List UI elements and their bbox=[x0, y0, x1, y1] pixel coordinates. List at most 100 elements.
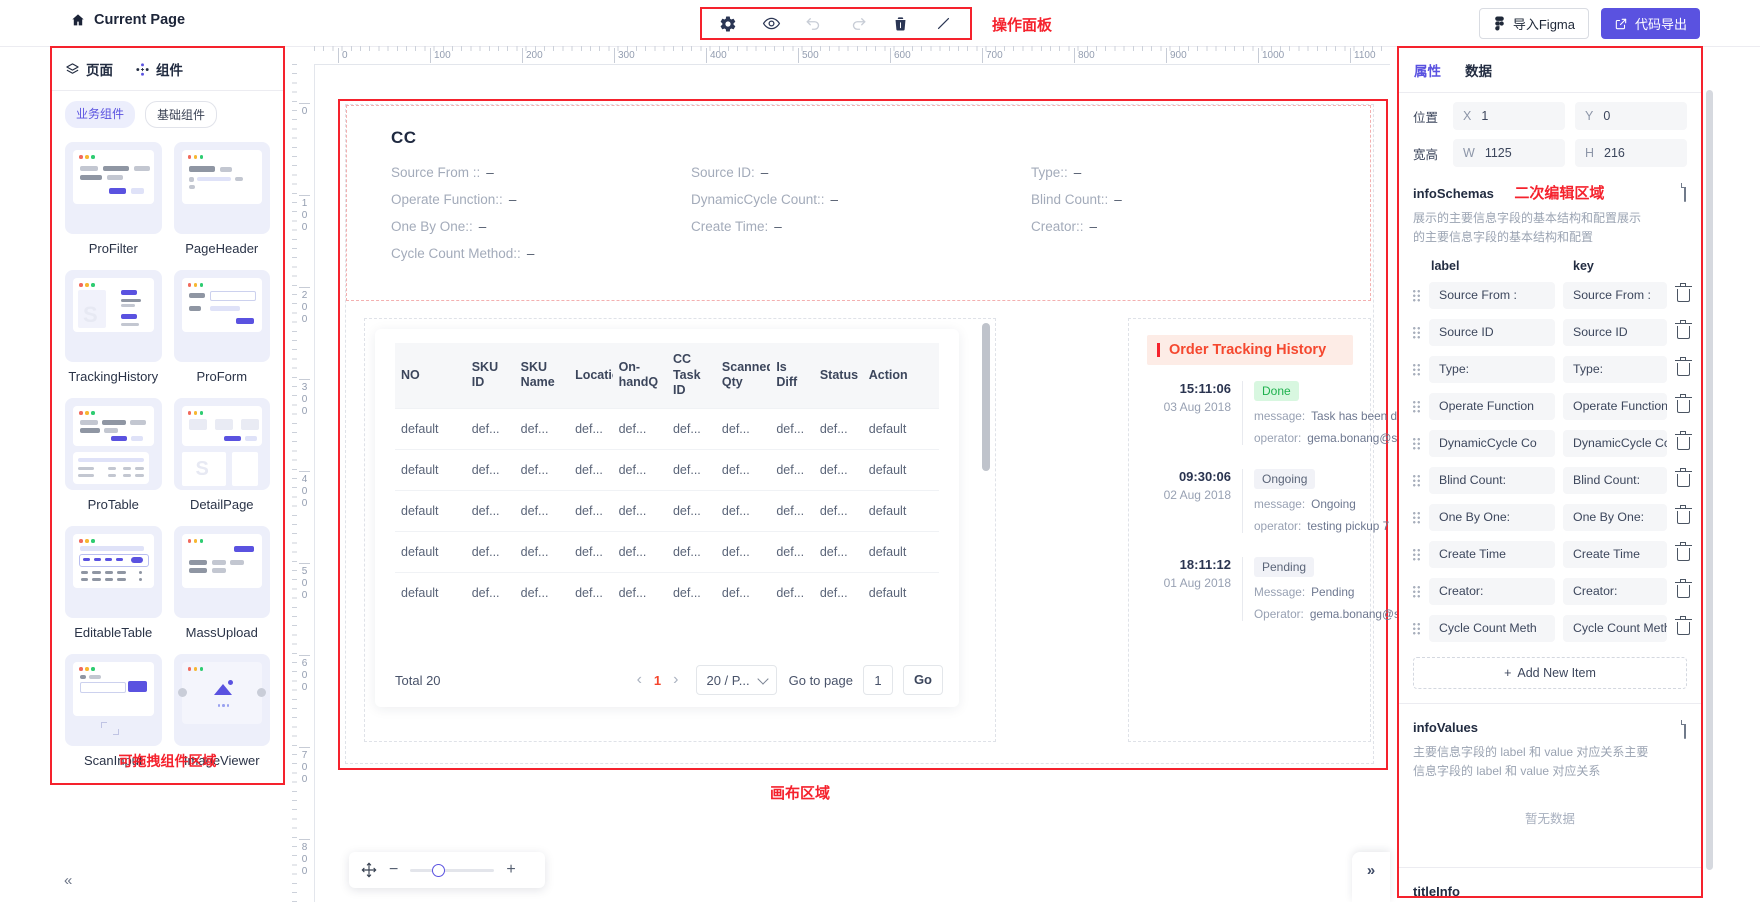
pill-business-components[interactable]: 业务组件 bbox=[65, 101, 136, 128]
delete-row-icon[interactable] bbox=[1674, 541, 1693, 562]
zoom-out-button[interactable]: − bbox=[389, 861, 399, 878]
schema-key-input[interactable]: Source From : bbox=[1563, 282, 1667, 310]
canvas-area[interactable]: CC Source From :: – Operate Function:: – O… bbox=[338, 99, 1458, 770]
height-input[interactable]: H 216 bbox=[1575, 139, 1687, 167]
collapse-sidebar-button[interactable]: « bbox=[64, 872, 73, 889]
expand-panel-button[interactable]: » bbox=[1352, 852, 1390, 902]
page-size-select[interactable]: 20 / P... bbox=[696, 665, 777, 695]
zoom-in-button[interactable]: + bbox=[506, 861, 516, 878]
redo-icon[interactable] bbox=[846, 12, 870, 36]
delete-row-icon[interactable] bbox=[1674, 393, 1693, 414]
schema-label-input[interactable]: One By One: bbox=[1429, 504, 1555, 532]
schema-key-input[interactable]: Operate Function bbox=[1563, 393, 1667, 421]
schema-key-input[interactable]: Create Time bbox=[1563, 541, 1667, 569]
import-figma-button[interactable]: 导入Figma bbox=[1478, 8, 1589, 39]
add-new-item-button[interactable]: + Add New Item bbox=[1413, 657, 1687, 690]
drag-handle-icon[interactable] bbox=[1412, 585, 1421, 599]
delete-row-icon[interactable] bbox=[1674, 615, 1693, 636]
table-scrollbar[interactable] bbox=[982, 323, 990, 471]
table-cell: default bbox=[862, 530, 939, 573]
schema-label-input[interactable]: Source ID bbox=[1429, 319, 1555, 347]
prev-page-button[interactable]: ‹ bbox=[636, 671, 642, 688]
schema-key-input[interactable]: Blind Count: bbox=[1563, 467, 1667, 495]
schema-key-input[interactable]: Type: bbox=[1563, 356, 1667, 384]
next-page-button[interactable]: › bbox=[673, 671, 679, 688]
current-page-number[interactable]: 1 bbox=[653, 672, 662, 688]
schema-label-input[interactable]: Type: bbox=[1429, 356, 1555, 384]
component-card-detailpage[interactable]: S DetailPage bbox=[173, 398, 270, 512]
component-card-massupload[interactable]: MassUpload bbox=[173, 526, 270, 640]
component-card-pageheader[interactable]: PageHeader bbox=[173, 142, 270, 256]
copy-icon[interactable] bbox=[1684, 183, 1686, 202]
schema-label-input[interactable]: Source From : bbox=[1429, 282, 1555, 310]
width-input[interactable]: W 1125 bbox=[1453, 139, 1565, 167]
drag-handle-icon[interactable] bbox=[1412, 363, 1421, 377]
component-card-profilter[interactable]: ProFilter bbox=[65, 142, 162, 256]
component-card-protable[interactable]: ProTable bbox=[65, 398, 162, 512]
component-card-scaninput[interactable]: ScanInput bbox=[65, 654, 162, 768]
vertical-ruler: 0 100 200 300 400 500 600 700 800 bbox=[292, 64, 315, 902]
delete-trash-icon[interactable] bbox=[889, 12, 913, 36]
component-card-trackinghistory[interactable]: S TrackingHistory bbox=[65, 270, 162, 384]
schema-label-input[interactable]: Operate Function bbox=[1429, 393, 1555, 421]
drag-handle-icon[interactable] bbox=[1412, 511, 1421, 525]
home-icon[interactable] bbox=[70, 12, 86, 28]
table-cell: def... bbox=[666, 489, 716, 532]
drag-handle-icon[interactable] bbox=[1412, 548, 1421, 562]
drag-handle-icon[interactable] bbox=[1412, 326, 1421, 340]
zoom-slider[interactable] bbox=[410, 863, 495, 877]
delete-row-icon[interactable] bbox=[1674, 282, 1693, 303]
label-column-header: label bbox=[1431, 259, 1460, 274]
drag-handle-icon[interactable] bbox=[1412, 400, 1421, 414]
table-cell: def... bbox=[666, 448, 716, 491]
drag-handle-icon[interactable] bbox=[1412, 437, 1421, 451]
schema-key-input[interactable]: DynamicCycle Cc bbox=[1563, 430, 1667, 458]
export-code-button[interactable]: 代码导出 bbox=[1600, 8, 1700, 39]
settings-gear-icon[interactable] bbox=[716, 12, 740, 36]
zoom-slider-knob[interactable] bbox=[432, 863, 446, 877]
tab-data[interactable]: 数据 bbox=[1465, 64, 1492, 79]
delete-row-icon[interactable] bbox=[1674, 578, 1693, 599]
undo-icon[interactable] bbox=[802, 12, 826, 36]
tab-properties[interactable]: 属性 bbox=[1414, 64, 1441, 79]
schema-key-input[interactable]: Source ID bbox=[1563, 319, 1667, 347]
component-card-imageviewer[interactable]: ImageViewer bbox=[173, 654, 270, 768]
component-card-proform[interactable]: ProForm bbox=[173, 270, 270, 384]
drag-handle-icon[interactable] bbox=[1412, 289, 1421, 303]
section-title: titleInfo bbox=[1413, 884, 1460, 898]
delete-row-icon[interactable] bbox=[1674, 467, 1693, 488]
delete-row-icon[interactable] bbox=[1674, 504, 1693, 525]
component-card-editabletable[interactable]: EditableTable bbox=[65, 526, 162, 640]
schema-label-input[interactable]: Blind Count: bbox=[1429, 467, 1555, 495]
pill-basic-components[interactable]: 基础组件 bbox=[145, 101, 218, 128]
go-button[interactable]: Go bbox=[902, 665, 943, 695]
delete-row-icon[interactable] bbox=[1674, 356, 1693, 377]
component-thumbnail bbox=[65, 398, 162, 490]
drag-handle-icon[interactable] bbox=[1412, 474, 1421, 488]
goto-page-input[interactable]: 1 bbox=[862, 665, 893, 695]
pen-line-icon[interactable] bbox=[932, 12, 956, 36]
cc-page-header-block[interactable]: CC Source From :: – Operate Function:: – O… bbox=[346, 105, 1371, 301]
delete-row-icon[interactable] bbox=[1674, 430, 1693, 451]
delete-row-icon[interactable] bbox=[1674, 319, 1693, 340]
schema-key-input[interactable]: One By One: bbox=[1563, 504, 1667, 532]
tracking-history-block[interactable]: Order Tracking History 15:11:06 03 Aug 20… bbox=[1128, 318, 1458, 742]
copy-icon[interactable] bbox=[1684, 720, 1686, 740]
schema-key-input[interactable]: Cycle Count Meth bbox=[1563, 615, 1667, 643]
schema-label-input[interactable]: Creator: bbox=[1429, 578, 1555, 606]
schema-label-input[interactable]: Cycle Count Meth bbox=[1429, 615, 1555, 643]
schema-key-input[interactable]: Creator: bbox=[1563, 578, 1667, 606]
tab-components[interactable]: 组件 bbox=[135, 59, 183, 79]
schema-label-input[interactable]: DynamicCycle Co bbox=[1429, 430, 1555, 458]
panel-scrollbar[interactable] bbox=[1706, 90, 1713, 870]
tab-pages[interactable]: 页面 bbox=[65, 59, 113, 79]
pro-table-block[interactable]: NO SKU ID SKU Name Location On-handQ CC … bbox=[364, 318, 996, 742]
preview-eye-icon[interactable] bbox=[759, 12, 783, 36]
col-sku-id: SKU ID bbox=[465, 343, 515, 409]
pan-move-icon[interactable] bbox=[361, 862, 377, 878]
component-thumbnail bbox=[173, 270, 270, 362]
schema-label-input[interactable]: Create Time bbox=[1429, 541, 1555, 569]
drag-handle-icon[interactable] bbox=[1412, 622, 1421, 636]
